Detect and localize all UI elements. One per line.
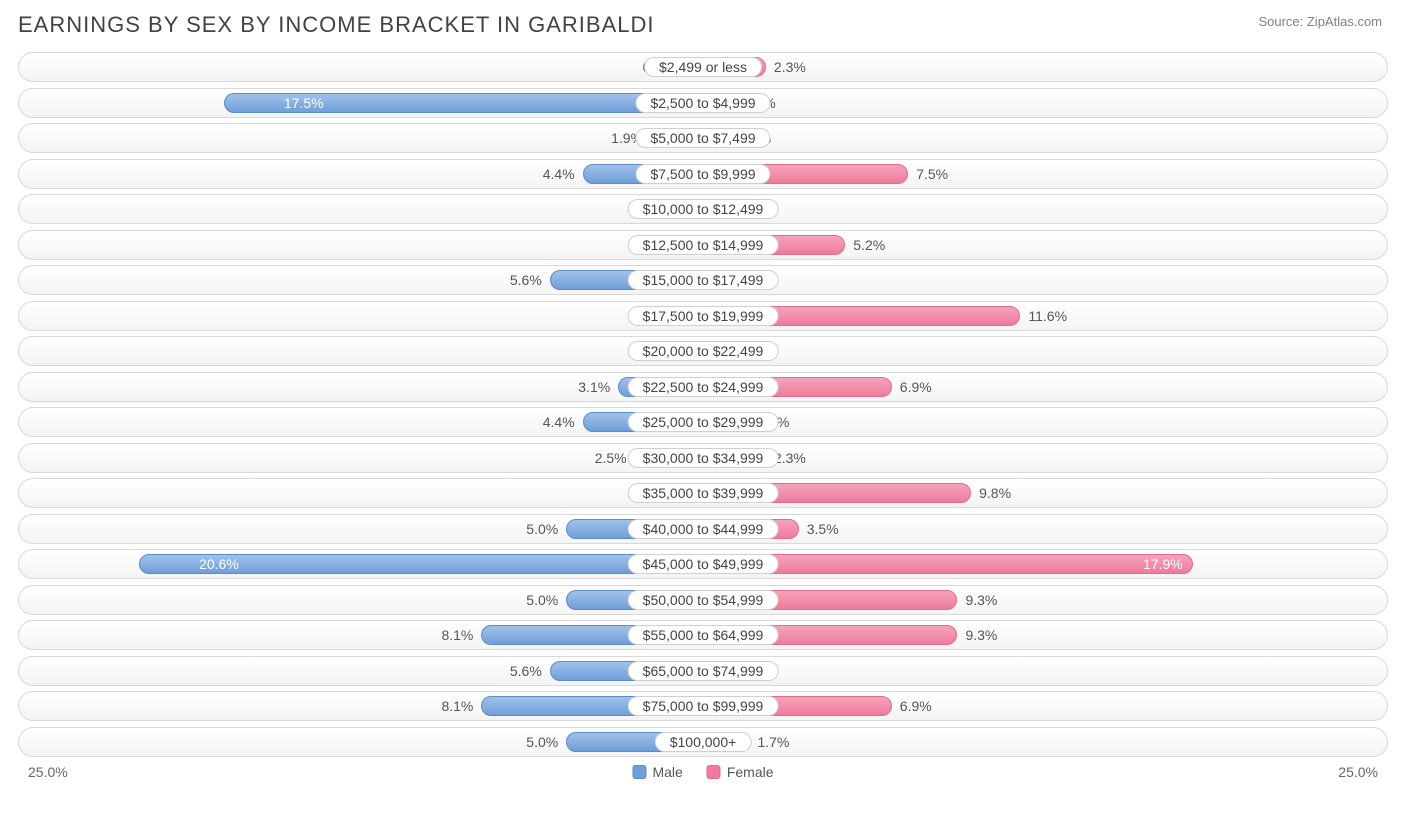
bar-row: 17.5%1.2%$2,500 to $4,999	[18, 88, 1388, 118]
bar-row: 4.4%1.7%$25,000 to $29,999	[18, 407, 1388, 437]
male-value: 4.4%	[543, 160, 583, 188]
bar-row: 5.6%0.0%$15,000 to $17,499	[18, 265, 1388, 295]
category-label: $5,000 to $7,499	[635, 128, 770, 148]
source-label: Source: ZipAtlas.com	[1258, 14, 1382, 29]
bar-row: 5.6%1.2%$65,000 to $74,999	[18, 656, 1388, 686]
category-label: $7,500 to $9,999	[635, 164, 770, 184]
bar-row: 8.1% 9.3% $55,000 to $64,999	[18, 620, 1388, 650]
bar-row: 0.62%0.0%$20,000 to $22,499	[18, 336, 1388, 366]
category-label: $100,000+	[655, 732, 752, 752]
diverging-bar-chart: 0.0%2.3%$2,499 or less 17.5%1.2%$2,500 to…	[18, 52, 1388, 757]
category-label: $40,000 to $44,999	[628, 519, 779, 539]
chart-title: EARNINGS BY SEX BY INCOME BRACKET IN GAR…	[18, 12, 1388, 38]
male-value: 17.5%	[274, 89, 324, 117]
female-value: 3.5%	[799, 515, 839, 543]
category-label: $17,500 to $19,999	[628, 306, 779, 326]
category-label: $10,000 to $12,499	[628, 199, 779, 219]
bar-row: 0.0%2.3%$2,499 or less	[18, 52, 1388, 82]
bar-row: 3.1% 6.9% $22,500 to $24,999	[18, 372, 1388, 402]
bar-row: 5.0% 9.3% $50,000 to $54,999	[18, 585, 1388, 615]
male-value: 3.1%	[578, 373, 618, 401]
male-value: 4.4%	[543, 408, 583, 436]
male-swatch-icon	[632, 765, 646, 779]
female-value: 7.5%	[908, 160, 948, 188]
male-value: 5.0%	[526, 515, 566, 543]
bar-row: 0.62%1.2%$10,000 to $12,499	[18, 194, 1388, 224]
category-label: $50,000 to $54,999	[628, 590, 779, 610]
category-label: $30,000 to $34,999	[628, 448, 779, 468]
male-value: 5.6%	[510, 266, 550, 294]
chart-footer: 25.0% Male Female 25.0%	[18, 762, 1388, 792]
category-label: $25,000 to $29,999	[628, 412, 779, 432]
category-label: $45,000 to $49,999	[628, 554, 779, 574]
category-label: $75,000 to $99,999	[628, 696, 779, 716]
category-label: $65,000 to $74,999	[628, 661, 779, 681]
category-label: $20,000 to $22,499	[628, 341, 779, 361]
male-value: 20.6%	[189, 550, 239, 578]
female-value: 9.3%	[957, 586, 997, 614]
category-label: $15,000 to $17,499	[628, 270, 779, 290]
female-value: 6.9%	[892, 373, 932, 401]
female-value: 11.6%	[1020, 302, 1067, 330]
female-value: 17.9%	[1143, 550, 1193, 578]
male-value: 8.1%	[441, 621, 481, 649]
category-label: $2,499 or less	[644, 57, 762, 77]
axis-right-label: 25.0%	[1338, 764, 1378, 780]
category-label: $35,000 to $39,999	[628, 483, 779, 503]
bar-row: 1.3%9.8%$35,000 to $39,999	[18, 478, 1388, 508]
category-label: $2,500 to $4,999	[635, 93, 770, 113]
bar-row: 0.0%11.6%$17,500 to $19,999	[18, 301, 1388, 331]
male-value: 5.0%	[526, 728, 566, 756]
bar-row: 20.6% 17.9% $45,000 to $49,999	[18, 549, 1388, 579]
bar-row: 8.1% 6.9% $75,000 to $99,999	[18, 691, 1388, 721]
female-value: 5.2%	[845, 231, 885, 259]
legend-male-label: Male	[652, 764, 682, 780]
bar-row: 4.4% 7.5% $7,500 to $9,999	[18, 159, 1388, 189]
bar-row: 1.9%0.58%$5,000 to $7,499	[18, 123, 1388, 153]
female-value: 6.9%	[892, 692, 932, 720]
female-swatch-icon	[707, 765, 721, 779]
male-value: 5.6%	[510, 657, 550, 685]
female-value: 1.7%	[750, 728, 790, 756]
axis-left-label: 25.0%	[28, 764, 68, 780]
bar-row: 0.62%5.2%$12,500 to $14,999	[18, 230, 1388, 260]
legend-male: Male	[632, 764, 682, 780]
category-label: $22,500 to $24,999	[628, 377, 779, 397]
legend-female: Female	[707, 764, 774, 780]
bar-row: 5.0% 1.7%$100,000+	[18, 727, 1388, 757]
female-value: 9.8%	[971, 479, 1011, 507]
female-value: 9.3%	[957, 621, 997, 649]
legend: Male Female	[632, 764, 773, 780]
legend-female-label: Female	[727, 764, 774, 780]
male-value: 5.0%	[526, 586, 566, 614]
bar-row: 2.5%2.3%$30,000 to $34,999	[18, 443, 1388, 473]
category-label: $55,000 to $64,999	[628, 625, 779, 645]
female-value: 2.3%	[766, 53, 806, 81]
category-label: $12,500 to $14,999	[628, 235, 779, 255]
bar-row: 5.0% 3.5% $40,000 to $44,999	[18, 514, 1388, 544]
male-value: 8.1%	[441, 692, 481, 720]
